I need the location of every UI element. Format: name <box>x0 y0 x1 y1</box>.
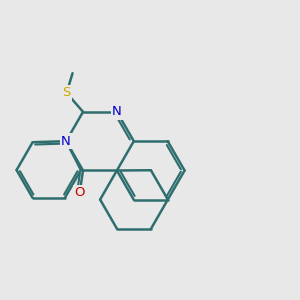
Text: S: S <box>62 86 71 99</box>
Text: O: O <box>74 186 85 199</box>
Text: N: N <box>61 135 71 148</box>
Text: N: N <box>112 105 122 118</box>
